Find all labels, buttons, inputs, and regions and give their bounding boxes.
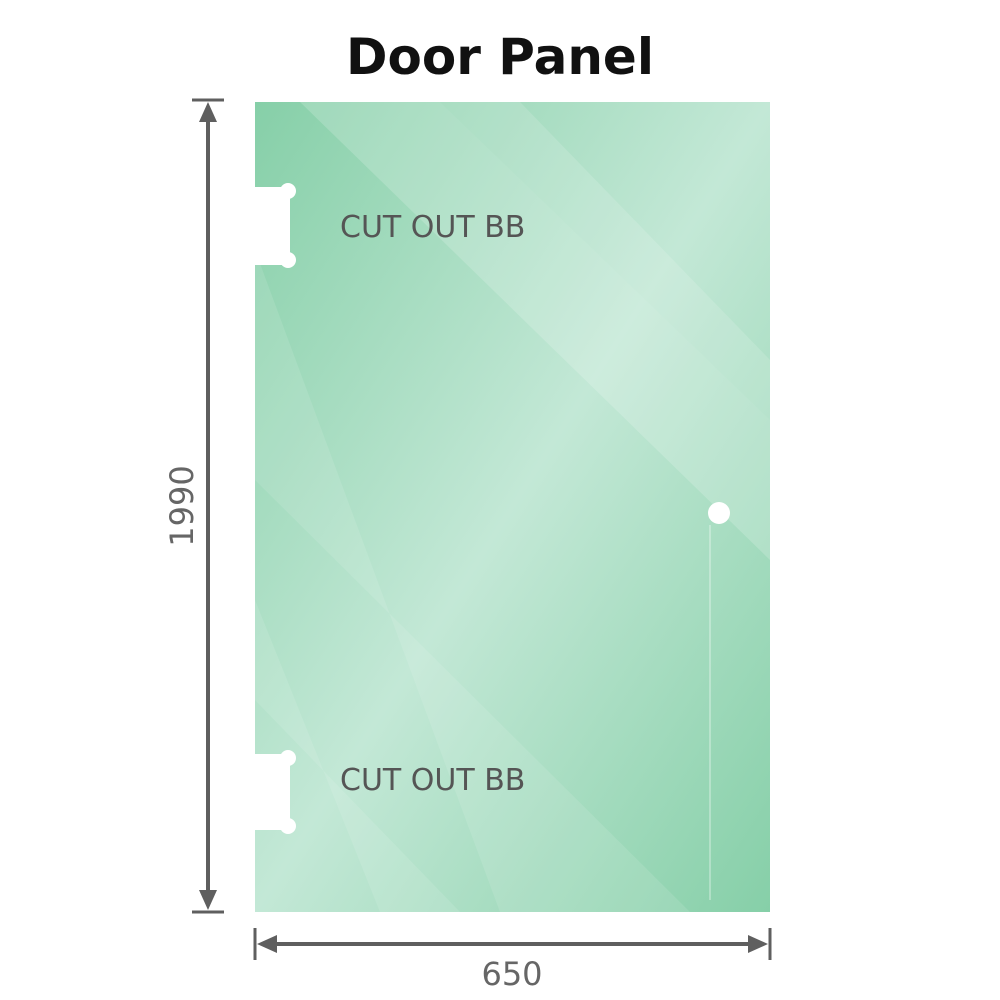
glass-panel (255, 102, 770, 912)
diagram-title: Door Panel (346, 28, 654, 86)
width-dimension-line (253, 928, 772, 960)
cutout-label-top: CUT OUT BB (340, 210, 525, 245)
cutout-label-bottom: CUT OUT BB (340, 763, 525, 798)
width-value: 650 (481, 955, 542, 993)
height-value: 1990 (163, 465, 201, 546)
cutout-bottom (250, 750, 296, 834)
cutout-top (250, 183, 296, 268)
handle-hole (708, 502, 730, 524)
height-dimension-line (192, 98, 224, 914)
